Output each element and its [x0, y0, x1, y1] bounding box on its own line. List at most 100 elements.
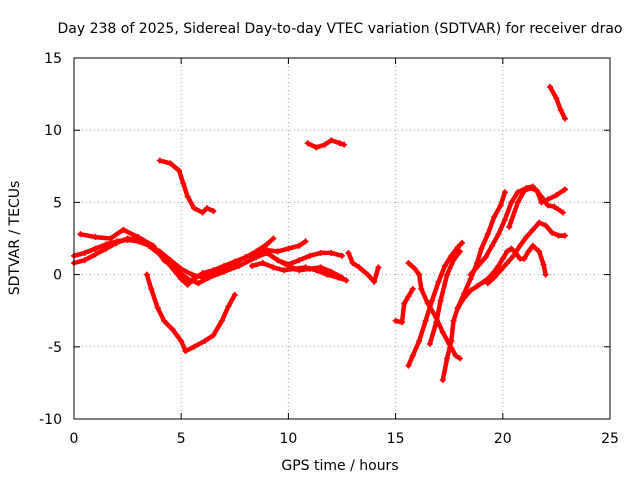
data-point — [323, 271, 330, 278]
data-point — [103, 245, 110, 252]
data-point — [491, 268, 498, 275]
data-point — [544, 196, 551, 203]
data-point — [188, 271, 195, 278]
data-point — [178, 338, 185, 345]
series-trace-16 — [468, 184, 566, 277]
data-point — [491, 274, 498, 281]
data-point — [313, 144, 320, 151]
data-point — [450, 317, 457, 324]
data-point — [546, 83, 553, 90]
data-point — [418, 286, 425, 293]
data-point — [538, 199, 545, 206]
data-point — [437, 297, 444, 304]
series-trace-05-markers — [156, 157, 217, 216]
data-point — [422, 317, 429, 324]
x-tick-labels: 0 5 10 15 20 25 — [70, 431, 619, 447]
data-point — [501, 216, 508, 223]
data-point — [534, 187, 541, 194]
data-point — [161, 317, 168, 324]
x-tick-label: 5 — [177, 431, 186, 447]
y-tick-label: -10 — [39, 412, 62, 428]
data-point — [439, 329, 446, 336]
x-tick-label: 25 — [601, 431, 619, 447]
data-point — [296, 242, 303, 249]
data-point — [495, 231, 502, 238]
data-point — [154, 304, 161, 311]
data-point — [553, 95, 560, 102]
y-tick-labels: -10 -5 0 5 10 15 — [39, 51, 62, 428]
data-point — [484, 231, 491, 238]
data-point — [107, 235, 114, 242]
data-point — [221, 268, 228, 275]
data-point — [321, 141, 328, 148]
data-point — [296, 257, 303, 264]
data-point — [184, 275, 191, 282]
data-point — [392, 317, 399, 324]
data-point — [435, 278, 442, 285]
data-point — [405, 362, 412, 369]
data-point — [510, 252, 517, 259]
data-point — [542, 222, 549, 229]
data-point — [474, 283, 481, 290]
data-point — [549, 229, 556, 236]
series-trace-05 — [157, 158, 216, 215]
data-point — [523, 234, 530, 241]
data-point — [497, 202, 504, 209]
data-point — [343, 277, 350, 284]
data-point — [336, 140, 343, 147]
data-point — [92, 234, 99, 241]
data-point — [259, 260, 266, 267]
data-point — [263, 241, 270, 248]
data-point — [184, 193, 191, 200]
data-point — [542, 271, 549, 278]
data-point — [328, 137, 335, 144]
x-tick-label: 10 — [279, 431, 297, 447]
data-point — [285, 261, 292, 268]
data-point — [180, 180, 187, 187]
series-trace-13 — [427, 249, 463, 347]
data-point — [416, 271, 423, 278]
data-point — [176, 167, 183, 174]
data-point — [454, 304, 461, 311]
data-point — [555, 232, 562, 239]
data-point — [501, 189, 508, 196]
data-point — [281, 267, 288, 274]
plot-frame — [73, 57, 611, 420]
data-point — [448, 252, 455, 259]
x-axis-label: GPS time / hours — [281, 458, 398, 474]
data-point — [178, 265, 185, 272]
series-trace-08-markers — [304, 137, 348, 151]
data-point — [529, 226, 536, 233]
data-point — [349, 260, 356, 267]
data-point — [328, 249, 335, 256]
data-point — [536, 248, 543, 255]
data-point — [491, 213, 498, 220]
data-point — [364, 271, 371, 278]
data-point — [173, 267, 180, 274]
data-point — [236, 262, 243, 269]
data-point — [429, 297, 436, 304]
data-point — [77, 231, 84, 238]
data-point — [476, 261, 483, 268]
data-point — [426, 340, 433, 347]
data-point — [263, 249, 270, 256]
data-point — [561, 232, 568, 239]
data-point — [317, 249, 324, 256]
data-point — [450, 257, 457, 264]
data-point — [199, 209, 206, 216]
series-trace-12-markers — [405, 239, 466, 369]
series-trace-11 — [406, 260, 463, 361]
data-point — [143, 271, 150, 278]
y-tick-label: 0 — [53, 268, 62, 284]
y-tick-label: 15 — [44, 51, 62, 67]
series-trace-09-markers — [345, 249, 382, 285]
data-point — [248, 262, 255, 269]
data-point — [506, 223, 513, 230]
data-point — [225, 303, 232, 310]
data-point — [409, 352, 416, 359]
data-point — [405, 260, 412, 267]
data-point — [218, 317, 225, 324]
data-point — [461, 294, 468, 301]
data-point — [499, 255, 506, 262]
data-point — [525, 248, 532, 255]
